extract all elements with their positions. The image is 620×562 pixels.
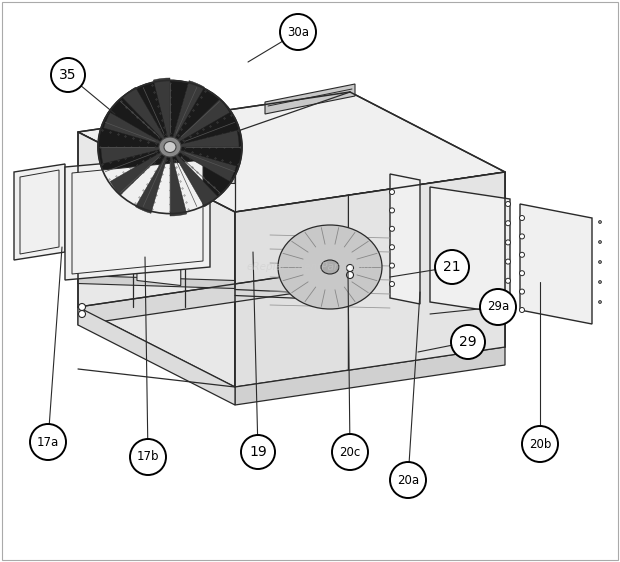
Circle shape — [241, 435, 275, 469]
Polygon shape — [235, 347, 505, 405]
Circle shape — [51, 58, 85, 92]
Circle shape — [598, 280, 601, 283]
Text: 19: 19 — [249, 445, 267, 459]
Polygon shape — [20, 170, 59, 254]
Polygon shape — [78, 267, 350, 325]
Polygon shape — [14, 164, 65, 260]
Text: eReplacementParts.com: eReplacementParts.com — [246, 262, 374, 272]
Circle shape — [520, 289, 525, 294]
Wedge shape — [170, 130, 239, 147]
Circle shape — [389, 189, 394, 194]
Ellipse shape — [278, 225, 382, 309]
Polygon shape — [390, 174, 420, 304]
Circle shape — [520, 271, 525, 276]
Wedge shape — [170, 147, 236, 182]
Circle shape — [598, 261, 601, 264]
Circle shape — [598, 220, 601, 224]
Polygon shape — [430, 187, 510, 314]
Polygon shape — [78, 92, 505, 212]
Polygon shape — [78, 170, 235, 184]
Circle shape — [130, 439, 166, 475]
Circle shape — [598, 241, 601, 243]
Text: 29: 29 — [459, 335, 477, 349]
Circle shape — [389, 208, 394, 213]
Polygon shape — [520, 204, 592, 324]
Circle shape — [79, 310, 86, 318]
Polygon shape — [65, 154, 210, 280]
Circle shape — [390, 462, 426, 498]
Text: 30a: 30a — [287, 25, 309, 39]
Wedge shape — [170, 147, 187, 216]
Ellipse shape — [159, 137, 181, 157]
Polygon shape — [72, 160, 203, 274]
Text: 29a: 29a — [487, 301, 509, 314]
Wedge shape — [170, 147, 218, 207]
Circle shape — [389, 244, 394, 250]
Circle shape — [505, 221, 510, 226]
Ellipse shape — [164, 142, 176, 152]
Text: 21: 21 — [443, 260, 461, 274]
Polygon shape — [78, 132, 235, 387]
Circle shape — [520, 215, 525, 220]
Text: 17a: 17a — [37, 436, 59, 448]
Circle shape — [505, 202, 510, 206]
Polygon shape — [348, 172, 505, 370]
Wedge shape — [153, 78, 170, 147]
Wedge shape — [170, 99, 230, 147]
Circle shape — [505, 259, 510, 264]
Text: 20b: 20b — [529, 437, 551, 451]
Text: 20a: 20a — [397, 474, 419, 487]
Wedge shape — [104, 112, 170, 147]
Ellipse shape — [321, 260, 339, 274]
Circle shape — [332, 434, 368, 470]
Circle shape — [30, 424, 66, 460]
Circle shape — [389, 282, 394, 287]
Circle shape — [280, 14, 316, 50]
Circle shape — [505, 278, 510, 283]
Circle shape — [347, 265, 353, 271]
Circle shape — [79, 303, 86, 310]
Circle shape — [520, 252, 525, 257]
Text: 35: 35 — [60, 68, 77, 82]
Polygon shape — [137, 174, 181, 285]
Text: 17b: 17b — [137, 451, 159, 464]
Circle shape — [505, 297, 510, 302]
Text: 20c: 20c — [339, 446, 361, 459]
Circle shape — [505, 240, 510, 245]
Wedge shape — [110, 147, 170, 195]
Polygon shape — [78, 275, 235, 288]
Circle shape — [598, 301, 601, 303]
Circle shape — [451, 325, 485, 359]
Ellipse shape — [98, 80, 242, 214]
Wedge shape — [136, 147, 170, 214]
Circle shape — [347, 271, 353, 279]
Circle shape — [480, 289, 516, 325]
Wedge shape — [122, 87, 170, 147]
Circle shape — [520, 234, 525, 239]
Circle shape — [389, 263, 394, 268]
Polygon shape — [78, 307, 235, 405]
Circle shape — [389, 226, 394, 232]
Circle shape — [520, 307, 525, 312]
Polygon shape — [235, 172, 505, 387]
Circle shape — [435, 250, 469, 284]
Wedge shape — [170, 81, 205, 147]
Wedge shape — [101, 147, 170, 164]
Polygon shape — [265, 84, 355, 114]
Circle shape — [522, 426, 558, 462]
